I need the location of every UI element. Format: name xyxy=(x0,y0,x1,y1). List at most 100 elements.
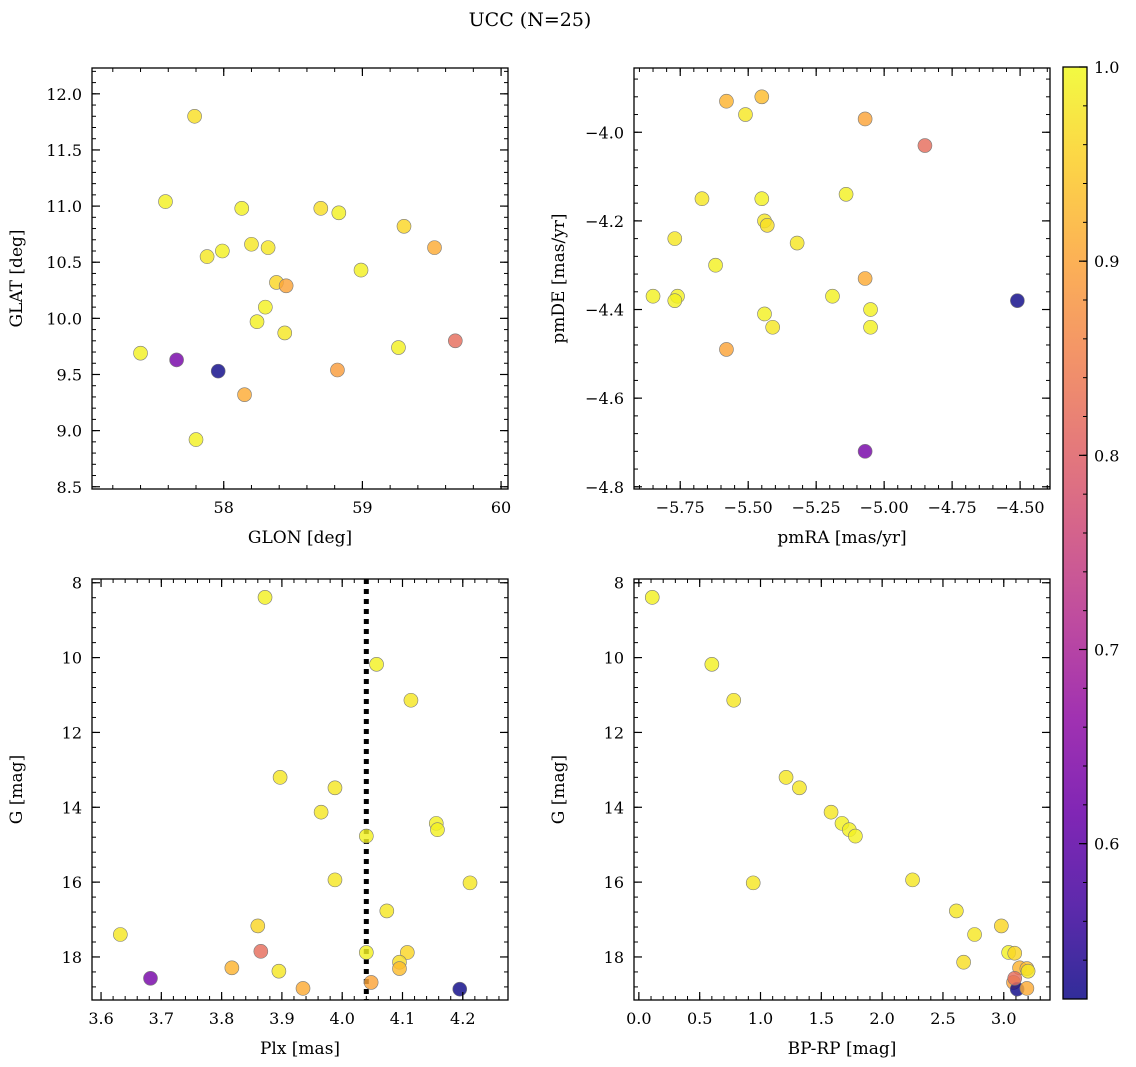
y-tick-label: 10 xyxy=(62,649,82,668)
axes-frame xyxy=(633,578,1051,1001)
colorbar-tick-label: 0.6 xyxy=(1094,835,1119,854)
data-point xyxy=(757,306,772,322)
x-tick-label: −5.00 xyxy=(860,498,909,517)
data-point xyxy=(745,875,761,891)
data-point xyxy=(327,872,343,888)
data-point xyxy=(313,201,329,216)
data-point xyxy=(759,218,775,233)
x-tick-label: 3.0 xyxy=(991,1009,1016,1028)
data-point xyxy=(694,191,710,207)
data-point xyxy=(133,345,148,361)
y-tick-label: 14 xyxy=(604,798,624,817)
data-point xyxy=(199,249,215,264)
data-point xyxy=(187,108,202,124)
data-point xyxy=(704,657,720,672)
data-point xyxy=(396,218,412,234)
colorbar-tick-label: 1.0 xyxy=(1094,58,1119,77)
panel-glon_glat: 58 59 60 8.5 9.0 9.5 10.0 10.5 11.0 11.5 12.0 GLON … xyxy=(7,67,511,548)
y-tick-label: 12 xyxy=(62,723,82,742)
x-axis-label: pmRA [mas/yr] xyxy=(777,528,906,548)
data-point xyxy=(765,319,780,335)
data-point xyxy=(863,302,878,317)
data-point xyxy=(403,692,419,708)
data-point xyxy=(719,93,734,109)
data-point xyxy=(719,342,734,357)
data-point xyxy=(789,235,805,251)
x-tick-label: 4.1 xyxy=(390,1009,415,1028)
data-point xyxy=(271,963,287,979)
data-point xyxy=(327,780,343,796)
data-point xyxy=(825,288,840,304)
x-tick-label: 60 xyxy=(491,498,511,517)
data-point xyxy=(253,944,269,959)
x-tick-label: 59 xyxy=(352,498,372,517)
data-point xyxy=(330,362,345,378)
x-tick-label: 1.5 xyxy=(809,1009,834,1028)
data-point xyxy=(379,903,395,919)
x-axis-label: BP-RP [mag] xyxy=(788,1039,897,1059)
figure-title: UCC (N=25) xyxy=(469,9,592,31)
y-axis-label: G [mag] xyxy=(549,755,569,824)
data-point xyxy=(169,352,184,368)
data-point xyxy=(994,918,1009,934)
data-point xyxy=(359,945,374,960)
data-point xyxy=(848,828,863,844)
y-tick-label: 16 xyxy=(62,873,82,892)
data-point xyxy=(257,590,273,605)
axes-frame xyxy=(633,67,1051,490)
x-tick-label: 3.6 xyxy=(88,1009,113,1028)
x-tick-label: 4.2 xyxy=(450,1009,475,1028)
y-tick-label: 9.0 xyxy=(57,422,82,441)
data-point xyxy=(754,89,770,105)
y-tick-label: 10.5 xyxy=(46,253,82,272)
data-point xyxy=(392,961,407,976)
data-point xyxy=(1007,970,1023,986)
data-point xyxy=(667,231,683,246)
data-point xyxy=(1020,963,1036,979)
x-tick-label: −4.50 xyxy=(996,498,1045,517)
data-point xyxy=(272,770,288,785)
x-tick-label: 1.0 xyxy=(748,1009,773,1028)
x-tick-label: 4.0 xyxy=(329,1009,354,1028)
data-point xyxy=(949,903,964,919)
data-point xyxy=(1010,293,1025,308)
x-axis-label: Plx [mas] xyxy=(260,1039,340,1059)
y-tick-label: 11.0 xyxy=(46,197,82,216)
data-point xyxy=(224,960,240,976)
x-tick-label: −5.25 xyxy=(792,498,841,517)
x-axis-label: GLON [deg] xyxy=(248,528,352,548)
data-point xyxy=(210,363,226,379)
data-point xyxy=(363,975,379,990)
data-point xyxy=(738,107,753,122)
x-tick-label: −4.75 xyxy=(928,498,977,517)
x-tick-label: 0.5 xyxy=(687,1009,712,1028)
y-tick-label: 11.5 xyxy=(46,141,82,160)
data-point xyxy=(726,692,742,708)
data-point xyxy=(250,918,266,934)
data-point xyxy=(331,205,347,221)
y-tick-label: 12 xyxy=(604,723,624,742)
axes-frame xyxy=(91,67,509,490)
data-point xyxy=(113,927,128,942)
data-point xyxy=(448,333,463,349)
y-tick-label: 8.5 xyxy=(57,478,82,497)
y-tick-label: 9.5 xyxy=(57,365,82,384)
x-tick-label: 0.0 xyxy=(626,1009,651,1028)
y-tick-label: 8 xyxy=(72,574,82,593)
y-tick-label: −4.6 xyxy=(585,389,624,408)
data-point xyxy=(778,770,794,785)
data-point xyxy=(905,872,920,888)
y-axis-label: GLAT [deg] xyxy=(7,229,27,327)
colorbar-tick-label: 0.9 xyxy=(1094,252,1119,271)
data-point xyxy=(667,293,683,308)
data-point xyxy=(369,657,384,672)
data-point xyxy=(400,945,415,960)
data-point xyxy=(158,194,173,209)
data-point xyxy=(359,828,374,844)
data-point xyxy=(644,590,660,605)
y-axis-label: pmDE [mas/yr] xyxy=(549,213,569,343)
x-tick-label: −5.50 xyxy=(724,498,773,517)
x-tick-label: 2.5 xyxy=(930,1009,955,1028)
data-point xyxy=(234,201,250,216)
